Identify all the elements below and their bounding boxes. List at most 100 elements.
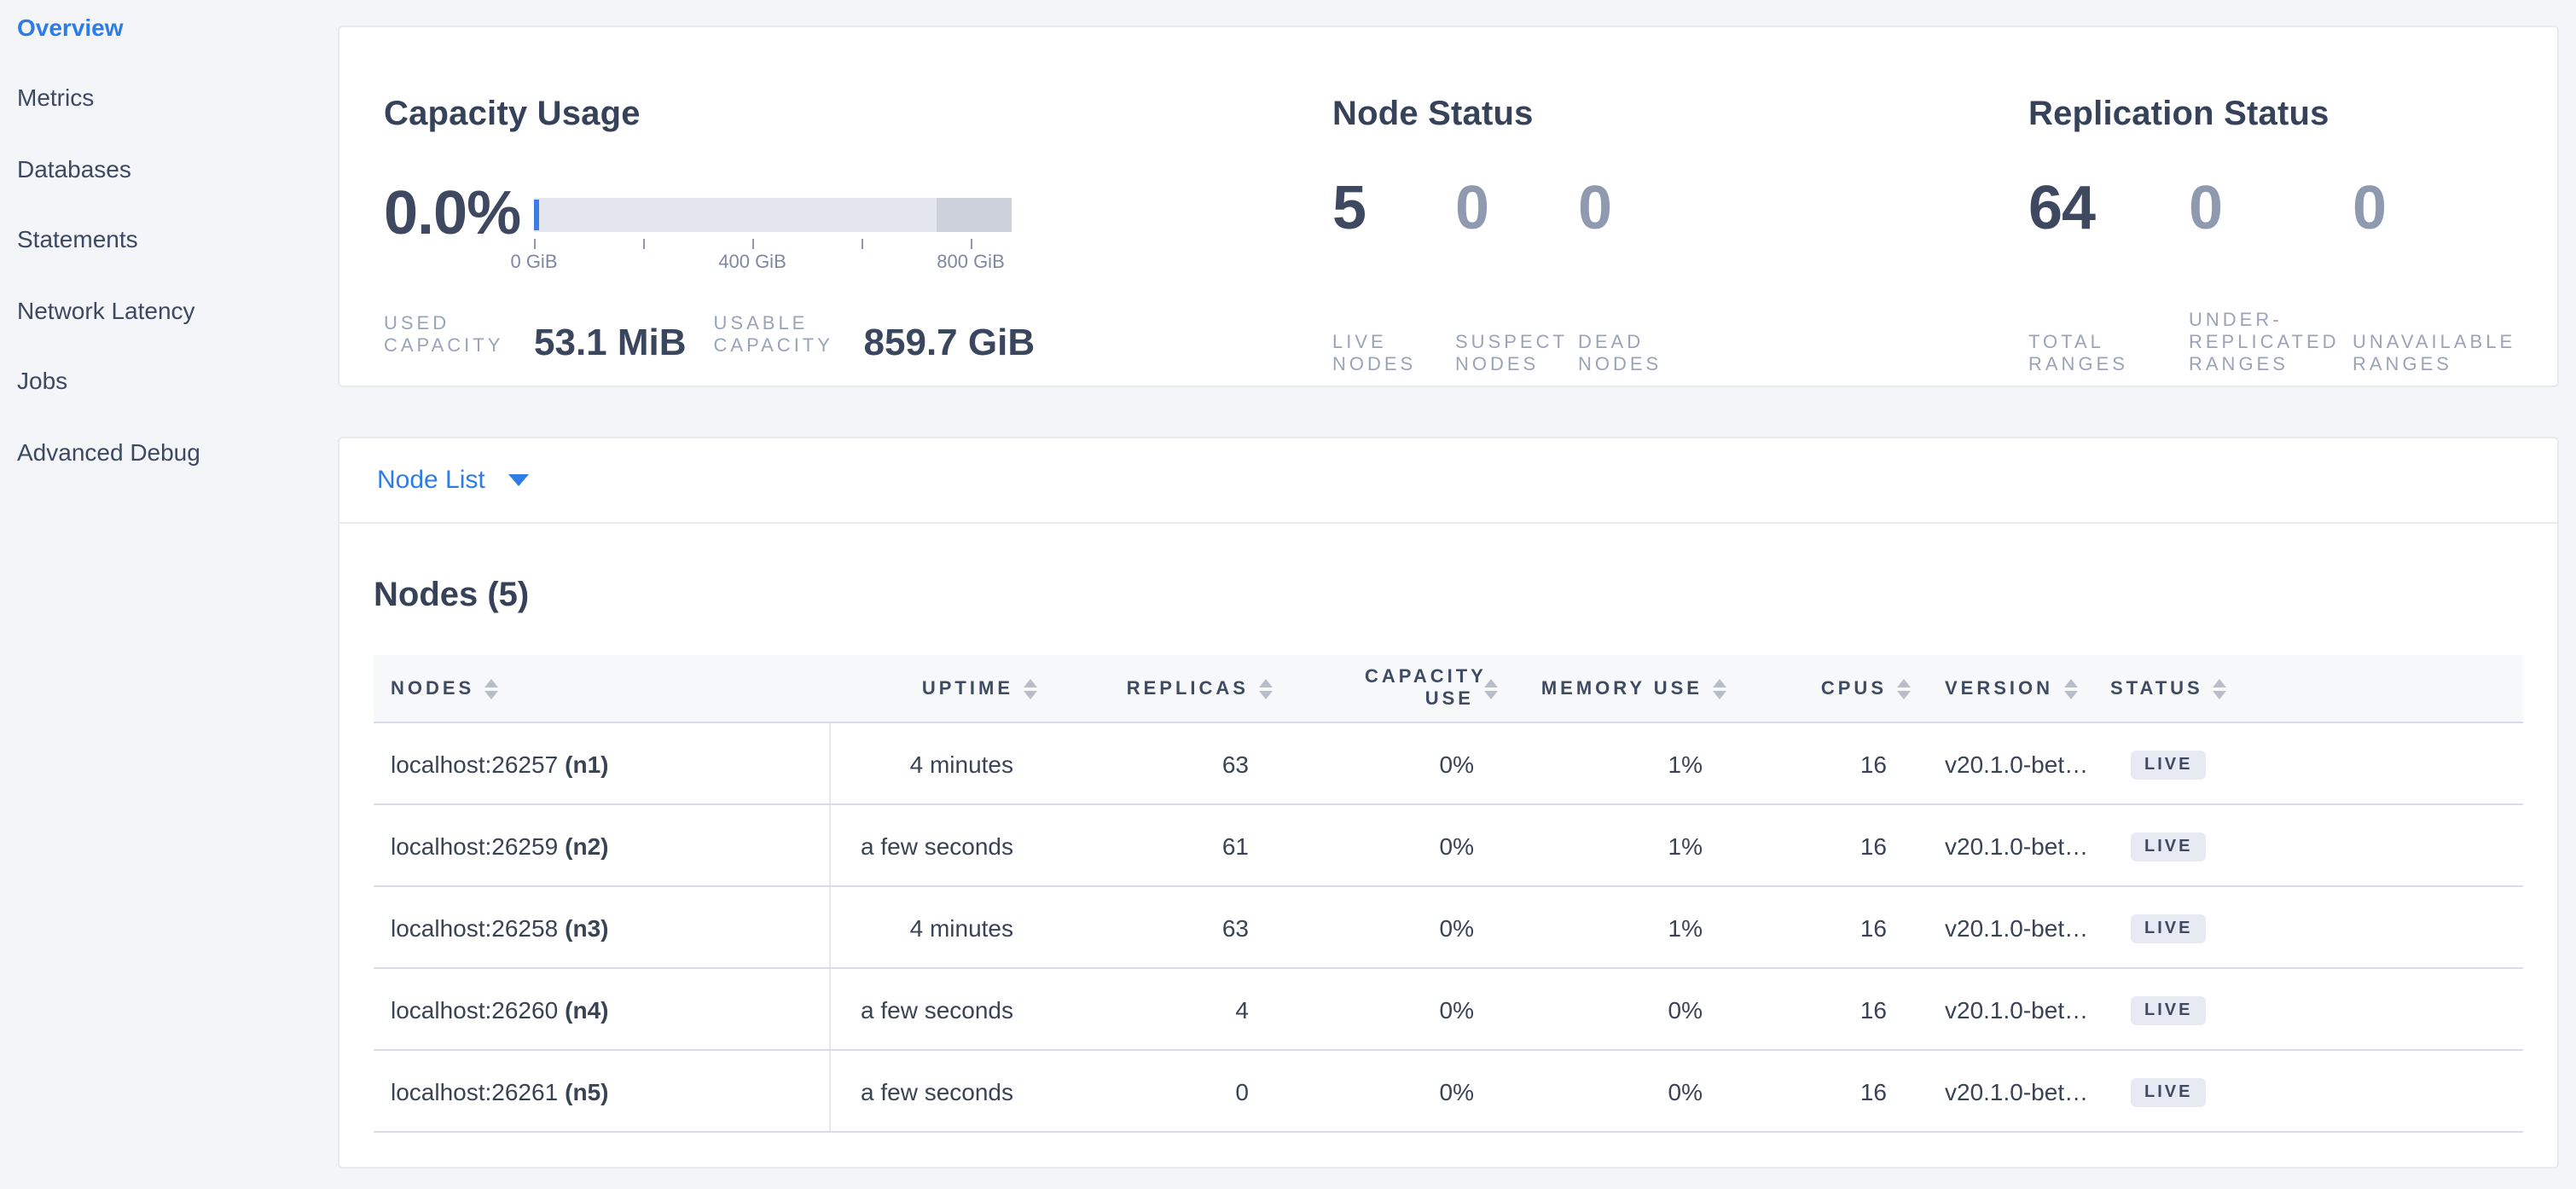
column-header-nodes[interactable]: NODES (374, 678, 831, 699)
nodes-table-header: NODES UPTIME REPLICAS CAPACITY USE MEMOR… (374, 655, 2523, 723)
dead-nodes-label: DEAD NODES (1578, 333, 1662, 375)
node-address-cell: localhost:26259 (n2) (374, 805, 831, 885)
node-address-cell: localhost:26260 (n4) (374, 969, 831, 1049)
capacity-gauge-used-marker (534, 200, 539, 230)
node-id: (n2) (565, 832, 609, 859)
column-header-cpus[interactable]: CPUS (1732, 678, 1916, 699)
sidebar-item-network-latency[interactable]: Network Latency (17, 296, 195, 324)
node-id: (n5) (565, 1077, 609, 1105)
sort-icon (1024, 678, 1037, 699)
dead-nodes-value: 0 (1578, 172, 1612, 242)
version-cell: v20.1.0-bet… (1945, 1077, 2089, 1105)
nodes-count-title: Nodes (5) (374, 577, 530, 614)
sort-icon (484, 678, 499, 699)
column-label: REPLICAS (1126, 678, 1249, 699)
replication-stats: 64 TOTAL RANGES 0 UNDER-REPLICATED RANGE… (2028, 177, 2530, 377)
column-header-memory-use[interactable]: MEMORY USE (1503, 678, 1732, 699)
suspect-nodes-value: 0 (1455, 172, 1489, 242)
sidebar-item-overview[interactable]: Overview (17, 13, 124, 41)
under-replicated-ranges-stat: 0 UNDER-REPLICATED RANGES (2189, 177, 2339, 377)
capacity-use-cell: 0% (1439, 832, 1474, 859)
column-header-status[interactable]: STATUS (2110, 678, 2523, 699)
memory-use-cell: 1% (1668, 914, 1703, 941)
capacity-used-percent: 0.0% (384, 177, 521, 247)
sidebar-item-databases[interactable]: Databases (17, 154, 131, 183)
chevron-down-icon (508, 474, 530, 486)
sort-icon (1259, 678, 1273, 699)
replication-status-title: Replication Status (2028, 96, 2329, 133)
unavailable-ranges-value: 0 (2353, 172, 2387, 242)
column-header-version[interactable]: VERSION (1916, 678, 2110, 699)
table-row-n2[interactable]: localhost:26259 (n2) a few seconds 61 0%… (374, 805, 2523, 887)
sort-icon (2213, 678, 2227, 699)
node-address: localhost:26258 (391, 914, 559, 941)
status-badge: LIVE (2131, 1078, 2207, 1107)
gauge-tick (534, 239, 536, 249)
replicas-cell: 63 (1221, 750, 1249, 777)
column-label: NODES (391, 678, 475, 699)
total-ranges-stat: 64 TOTAL RANGES (2028, 177, 2175, 377)
column-header-capacity-use[interactable]: CAPACITY USE (1278, 666, 1503, 710)
used-capacity-value: 53.1 MiB (534, 321, 687, 363)
table-row-n3[interactable]: localhost:26258 (n3) 4 minutes 63 0% 1% … (374, 887, 2523, 969)
node-id: (n4) (565, 995, 609, 1023)
column-label: CPUS (1820, 678, 1887, 699)
uptime-cell: a few seconds (861, 832, 1013, 859)
sort-icon (1484, 678, 1498, 699)
live-nodes-value: 5 (1332, 172, 1366, 242)
sidebar-item-statements[interactable]: Statements (17, 225, 138, 253)
status-cell: LIVE (2110, 1075, 2523, 1107)
node-status-section: Node Status 5 LIVE NODES 0 SUSPECT NODES… (1332, 27, 1742, 386)
sort-icon (2063, 678, 2078, 699)
sidebar-item-metrics[interactable]: Metrics (17, 84, 95, 112)
cpus-cell: 16 (1859, 995, 1887, 1023)
node-status-stats: 5 LIVE NODES 0 SUSPECT NODES 0 DEAD NODE… (1332, 177, 1701, 377)
status-cell: LIVE (2110, 993, 2523, 1025)
under-replicated-ranges-value: 0 (2189, 172, 2223, 242)
cpus-cell: 16 (1859, 750, 1887, 777)
sidebar-item-jobs[interactable]: Jobs (17, 367, 68, 395)
unavailable-ranges-label: UNAVAILABLE RANGES (2353, 333, 2516, 375)
node-address-cell: localhost:26261 (n5) (374, 1051, 831, 1131)
version-cell: v20.1.0-bet… (1945, 750, 2089, 777)
capacity-use-cell: 0% (1439, 750, 1474, 777)
memory-use-cell: 1% (1668, 750, 1703, 777)
uptime-cell: 4 minutes (909, 914, 1013, 941)
cpus-cell: 16 (1859, 914, 1887, 941)
total-ranges-value: 64 (2028, 172, 2096, 242)
capacity-stats: USED CAPACITY 53.1 MiB USABLE CAPACITY 8… (384, 314, 1035, 361)
used-capacity-label: USED CAPACITY (384, 314, 504, 357)
node-list-dropdown[interactable]: Node List (377, 466, 530, 495)
sidebar-item-advanced-debug[interactable]: Advanced Debug (17, 438, 200, 466)
capacity-gauge-nonusable-segment (937, 198, 1012, 232)
live-nodes-stat: 5 LIVE NODES (1332, 177, 1442, 377)
column-label: UPTIME (921, 678, 1013, 699)
memory-use-cell: 0% (1668, 1077, 1703, 1105)
usable-capacity-label: USABLE CAPACITY (713, 314, 833, 357)
column-header-replicas[interactable]: REPLICAS (1042, 678, 1278, 699)
table-row-n4[interactable]: localhost:26260 (n4) a few seconds 4 0% … (374, 969, 2523, 1051)
node-id: (n3) (565, 914, 609, 941)
column-header-uptime[interactable]: UPTIME (831, 678, 1042, 699)
gauge-axis-label-800: 800 GiB (937, 252, 1005, 273)
gauge-tick (862, 239, 863, 249)
cluster-summary-card: Capacity Usage 0.0% 0 GiB 400 GiB 800 Gi… (338, 26, 2559, 387)
status-cell: LIVE (2110, 911, 2523, 943)
table-row-n5[interactable]: localhost:26261 (n5) a few seconds 0 0% … (374, 1051, 2523, 1133)
suspect-nodes-label: SUSPECT NODES (1455, 333, 1568, 375)
sidebar-nav-list: Overview Metrics Databases Statements Ne… (0, 0, 338, 487)
table-row-n1[interactable]: localhost:26257 (n1) 4 minutes 63 0% 1% … (374, 723, 2523, 805)
cpus-cell: 16 (1859, 832, 1887, 859)
column-label: CAPACITY USE (1365, 666, 1487, 709)
version-cell: v20.1.0-bet… (1945, 995, 2089, 1023)
sidebar: Overview Metrics Databases Statements Ne… (0, 0, 338, 1189)
under-replicated-ranges-label: UNDER-REPLICATED RANGES (2189, 310, 2340, 375)
node-address: localhost:26261 (391, 1077, 559, 1105)
version-cell: v20.1.0-bet… (1945, 914, 2089, 941)
replicas-cell: 0 (1235, 1077, 1249, 1105)
node-list-dropdown-label: Node List (377, 466, 485, 495)
suspect-nodes-stat: 0 SUSPECT NODES (1455, 177, 1564, 377)
nodes-table: NODES UPTIME REPLICAS CAPACITY USE MEMOR… (374, 655, 2523, 1133)
sort-icon (1897, 678, 1911, 699)
